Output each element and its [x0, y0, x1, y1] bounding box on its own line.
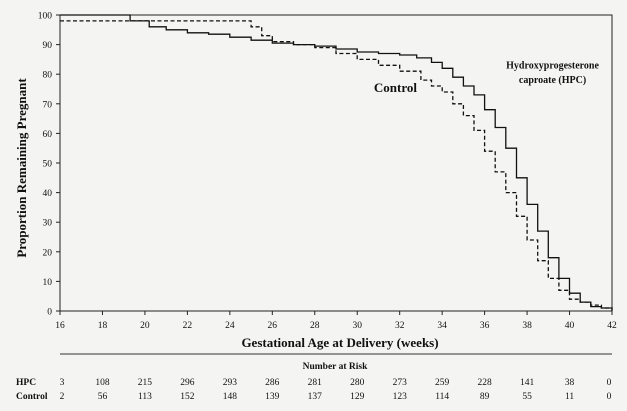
risk-cell: 228: [477, 378, 492, 388]
x-tick-label: 24: [225, 321, 235, 331]
x-tick-label: 38: [522, 321, 532, 331]
risk-table-title: Number at Risk: [303, 362, 368, 372]
x-tick-label: 36: [480, 321, 490, 331]
y-tick-label: 30: [43, 219, 53, 229]
annotation-label: Control: [374, 80, 417, 95]
x-tick-label: 34: [437, 321, 447, 331]
y-tick-label: 10: [43, 278, 53, 288]
risk-cell: 3: [60, 378, 65, 388]
series-line-hpc: [60, 14, 613, 310]
x-tick-label: 30: [352, 321, 362, 331]
annotation-label: caproate (HPC): [519, 75, 586, 86]
risk-cell: 215: [138, 378, 153, 388]
risk-cell: 259: [435, 378, 450, 388]
risk-table: HPC 3 108 215 296 293 286 281 280 273 259 228 141 38 0…: [16, 378, 612, 402]
risk-cell: 281: [308, 378, 323, 388]
x-tick-label: 26: [268, 321, 278, 331]
risk-cell: 114: [435, 392, 449, 402]
risk-cell: 273: [393, 378, 408, 388]
y-tick-label: 80: [43, 71, 53, 81]
series-line-control: [60, 20, 613, 311]
y-tick-label: 70: [43, 100, 53, 110]
risk-cell: 280: [350, 378, 365, 388]
risk-cell: 108: [95, 378, 110, 388]
x-tick-label: 32: [395, 321, 405, 331]
risk-cell: 0: [607, 378, 612, 388]
y-tick-label: 0: [47, 308, 52, 318]
risk-cell: 2: [60, 392, 65, 402]
risk-cell: 0: [607, 392, 612, 402]
risk-cell: 113: [138, 392, 152, 402]
risk-cell: 56: [98, 392, 108, 402]
risk-cell: 129: [350, 392, 365, 402]
risk-cell: 89: [480, 392, 490, 402]
annotations: Control Hydroxyprogesterone caproate (HPC): [374, 60, 600, 95]
y-tick-label: 40: [43, 189, 53, 199]
survival-curves: [60, 14, 613, 311]
risk-cell: 141: [520, 378, 535, 388]
risk-cell: 148: [223, 392, 238, 402]
risk-cell: 38: [565, 378, 575, 388]
x-tick-label: 40: [565, 321, 575, 331]
y-tick-label: 50: [43, 160, 53, 170]
risk-cell: 152: [180, 392, 195, 402]
y-tick-label: 20: [43, 248, 53, 258]
risk-row-label: Control: [16, 392, 48, 402]
risk-cell: 137: [308, 392, 323, 402]
y-tick-label: 90: [43, 41, 53, 51]
x-tick-label: 28: [310, 321, 320, 331]
risk-row-label: HPC: [16, 378, 36, 388]
risk-cell: 139: [265, 392, 280, 402]
risk-cell: 11: [565, 392, 574, 402]
y-axis-label: Proportion Remaining Pregnant: [14, 78, 29, 258]
risk-cell: 296: [180, 378, 195, 388]
x-tick-label: 42: [607, 321, 617, 331]
x-tick-label: 18: [98, 321, 108, 331]
risk-cell: 293: [223, 378, 238, 388]
risk-cell: 123: [393, 392, 408, 402]
y-tick-label: 100: [38, 12, 53, 22]
risk-cell: 55: [522, 392, 532, 402]
x-tick-label: 16: [55, 321, 65, 331]
x-axis-label: Gestational Age at Delivery (weeks): [241, 335, 438, 350]
annotation-label: Hydroxyprogesterone: [506, 60, 599, 71]
axis-ticks: 16 18 20 22 24 26 28 30 32 34 36 38 40 42 0 10 20 30 40 50 6…: [38, 12, 617, 332]
x-tick-label: 20: [140, 321, 150, 331]
x-tick-label: 22: [183, 321, 193, 331]
y-tick-label: 60: [43, 130, 53, 140]
risk-cell: 286: [265, 378, 280, 388]
